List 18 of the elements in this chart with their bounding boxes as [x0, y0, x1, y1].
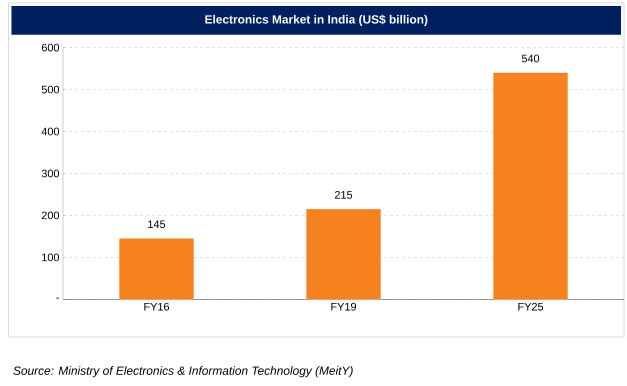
- data-label: 540: [522, 54, 540, 63]
- x-tick-label: FY19: [331, 303, 356, 311]
- y-tick-label: -: [56, 298, 60, 299]
- y-tick-label: 200: [42, 212, 60, 220]
- bar: [493, 72, 568, 300]
- data-label: 215: [334, 191, 352, 199]
- x-tick-label: FY16: [144, 303, 170, 311]
- y-tick-label: 500: [42, 86, 60, 94]
- y-tick-label: 600: [42, 44, 60, 52]
- y-tick-label: 400: [42, 128, 60, 136]
- y-tick-label: 300: [42, 170, 60, 178]
- chart-title: Electronics Market in India (US$ billion): [205, 14, 428, 26]
- source-note: Source: Ministry of Electronics & Information Technology (MeitY): [13, 366, 353, 378]
- x-tick-label: FY25: [518, 303, 544, 311]
- data-label: 145: [148, 220, 166, 228]
- bar: [119, 238, 194, 300]
- bar: [306, 209, 381, 300]
- y-tick-label: 100: [42, 254, 60, 262]
